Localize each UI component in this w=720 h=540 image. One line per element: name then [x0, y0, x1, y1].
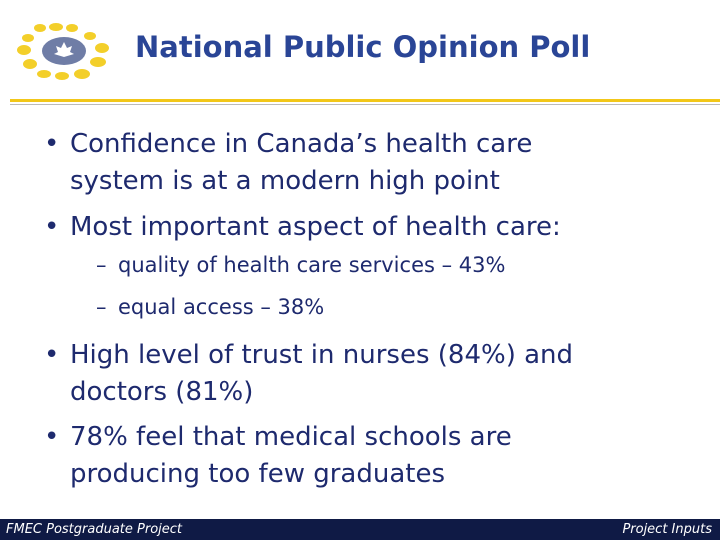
- bullet-text: High level of trust in nurses (84%) and: [70, 340, 574, 370]
- bullet-marker: •: [44, 212, 60, 242]
- sub-bullet-text: equal access – 38%: [118, 295, 325, 319]
- footer: FMEC Postgraduate Project Project Inputs: [0, 519, 720, 540]
- bullet-text: Most important aspect of health care:: [70, 212, 561, 242]
- bullet-text: Confidence in Canada’s health care: [70, 129, 533, 159]
- rule: [10, 104, 720, 105]
- bullet-text: 78% feel that medical schools are: [70, 422, 512, 452]
- logo: [17, 23, 109, 80]
- bullet-text: doctors (81%): [70, 377, 254, 407]
- bullet-marker: •: [44, 340, 60, 370]
- bullet-marker: •: [44, 129, 60, 159]
- bullet-text: system is at a modern high point: [70, 166, 500, 196]
- sub-bullet-marker: –: [96, 295, 107, 319]
- rule: [10, 99, 720, 102]
- sub-bullet-marker: –: [96, 253, 107, 277]
- bullet-marker: •: [44, 422, 60, 452]
- footer-right: Project Inputs: [622, 522, 712, 537]
- footer-left: FMEC Postgraduate Project: [6, 522, 183, 537]
- title: National Public Opinion Poll: [135, 30, 591, 64]
- bullet-text: producing too few graduates: [70, 459, 446, 489]
- sub-bullet-text: quality of health care services – 43%: [118, 253, 506, 277]
